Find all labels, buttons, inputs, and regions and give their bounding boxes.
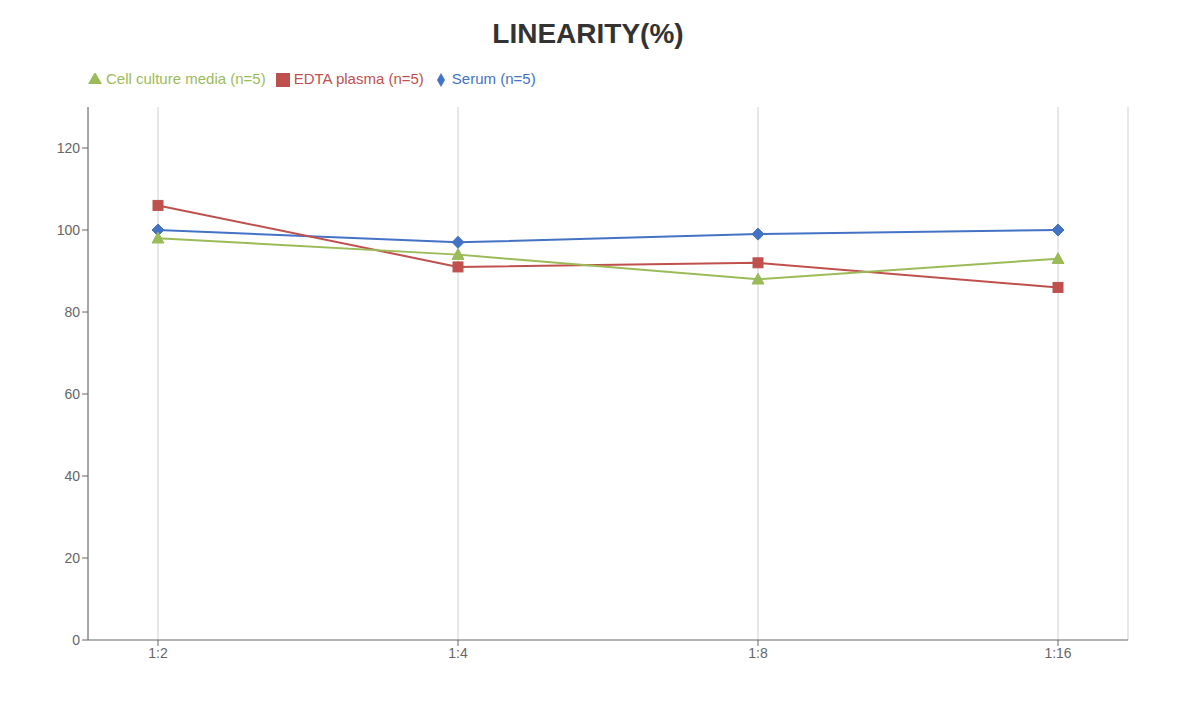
svg-text:1:2: 1:2 xyxy=(148,645,168,661)
svg-text:0: 0 xyxy=(72,632,80,648)
svg-text:1:4: 1:4 xyxy=(448,645,468,661)
html-text:Cell culture media (n=5): Cell culture media (n=5) xyxy=(106,70,266,87)
svg-text:1:16: 1:16 xyxy=(1044,645,1071,661)
svg-text:100: 100 xyxy=(57,222,81,238)
svg-text:20: 20 xyxy=(64,550,80,566)
svg-text:1:8: 1:8 xyxy=(748,645,768,661)
html-text:Serum (n=5): Serum (n=5) xyxy=(451,70,536,87)
svg-text:40: 40 xyxy=(64,468,80,484)
svg-text:60: 60 xyxy=(64,386,80,402)
svg-text:120: 120 xyxy=(57,140,81,156)
svg-text:80: 80 xyxy=(64,304,80,320)
html-text:EDTA plasma (n=5): EDTA plasma (n=5) xyxy=(293,70,424,87)
html-text:LINEARITY(%): LINEARITY(%) xyxy=(492,18,684,49)
